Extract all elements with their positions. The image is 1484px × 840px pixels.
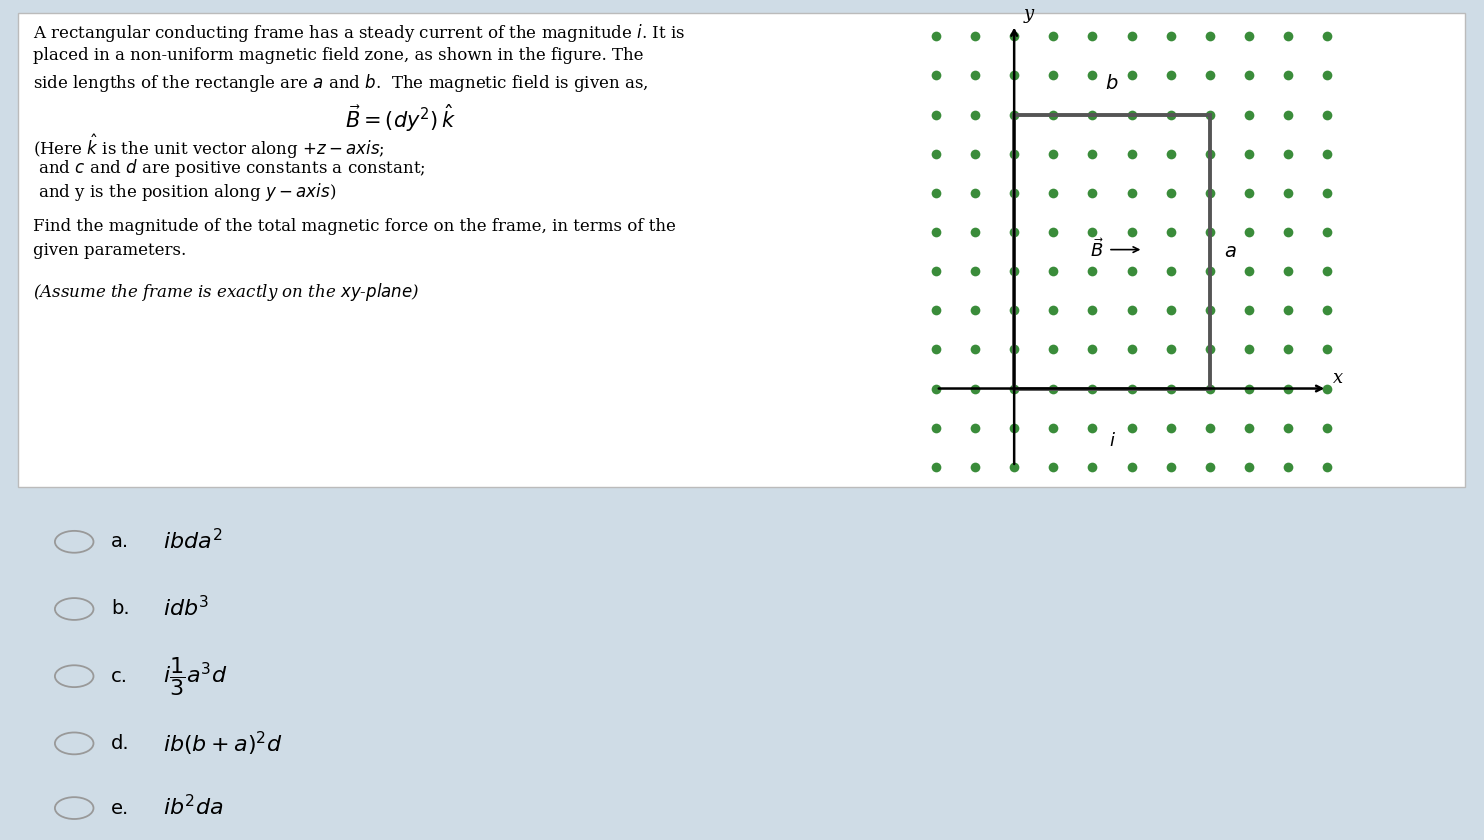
Text: side lengths of the rectangle are $a$ and $b$.  The magnetic field is given as,: side lengths of the rectangle are $a$ an… bbox=[33, 72, 649, 94]
Bar bbox=[1014, 114, 1209, 389]
Text: x: x bbox=[1333, 369, 1343, 386]
Text: A rectangular conducting frame has a steady current of the magnitude $i$. It is: A rectangular conducting frame has a ste… bbox=[33, 22, 686, 44]
Text: b.: b. bbox=[111, 600, 131, 618]
Text: $ibda^2$: $ibda^2$ bbox=[163, 529, 223, 554]
Text: $a$: $a$ bbox=[1223, 243, 1236, 260]
Text: $ib^2da$: $ib^2da$ bbox=[163, 795, 224, 821]
Text: (Here $\hat{k}$ is the unit vector along $+z - axis$;: (Here $\hat{k}$ is the unit vector along… bbox=[33, 133, 384, 161]
Text: $ib(b + a)^2d$: $ib(b + a)^2d$ bbox=[163, 729, 283, 758]
Text: $\vec{B} = (dy^2)\,\hat{k}$: $\vec{B} = (dy^2)\,\hat{k}$ bbox=[346, 102, 456, 134]
Text: a.: a. bbox=[111, 533, 129, 551]
Text: c.: c. bbox=[111, 667, 128, 685]
Text: $\vec{B}$: $\vec{B}$ bbox=[1091, 239, 1104, 261]
Text: $idb^3$: $idb^3$ bbox=[163, 596, 209, 622]
Text: and y is the position along $y - axis$): and y is the position along $y - axis$) bbox=[33, 181, 335, 202]
Text: y: y bbox=[1024, 5, 1034, 23]
Text: d.: d. bbox=[111, 734, 131, 753]
Text: $i$: $i$ bbox=[1109, 433, 1116, 450]
Text: (Assume the frame is exactly on the $xy$-$plane$): (Assume the frame is exactly on the $xy$… bbox=[33, 281, 418, 303]
Text: and $c$ and $d$ are positive constants a constant;: and $c$ and $d$ are positive constants a… bbox=[33, 156, 426, 179]
Text: placed in a non-uniform magnetic field zone, as shown in the figure. The: placed in a non-uniform magnetic field z… bbox=[33, 47, 643, 64]
Text: $i\dfrac{1}{3}a^3d$: $i\dfrac{1}{3}a^3d$ bbox=[163, 654, 227, 698]
Text: Find the magnitude of the total magnetic force on the frame, in terms of the: Find the magnitude of the total magnetic… bbox=[33, 218, 675, 235]
FancyBboxPatch shape bbox=[18, 13, 1465, 487]
Text: $b$: $b$ bbox=[1106, 74, 1119, 93]
Text: given parameters.: given parameters. bbox=[33, 242, 186, 260]
Text: e.: e. bbox=[111, 799, 129, 817]
